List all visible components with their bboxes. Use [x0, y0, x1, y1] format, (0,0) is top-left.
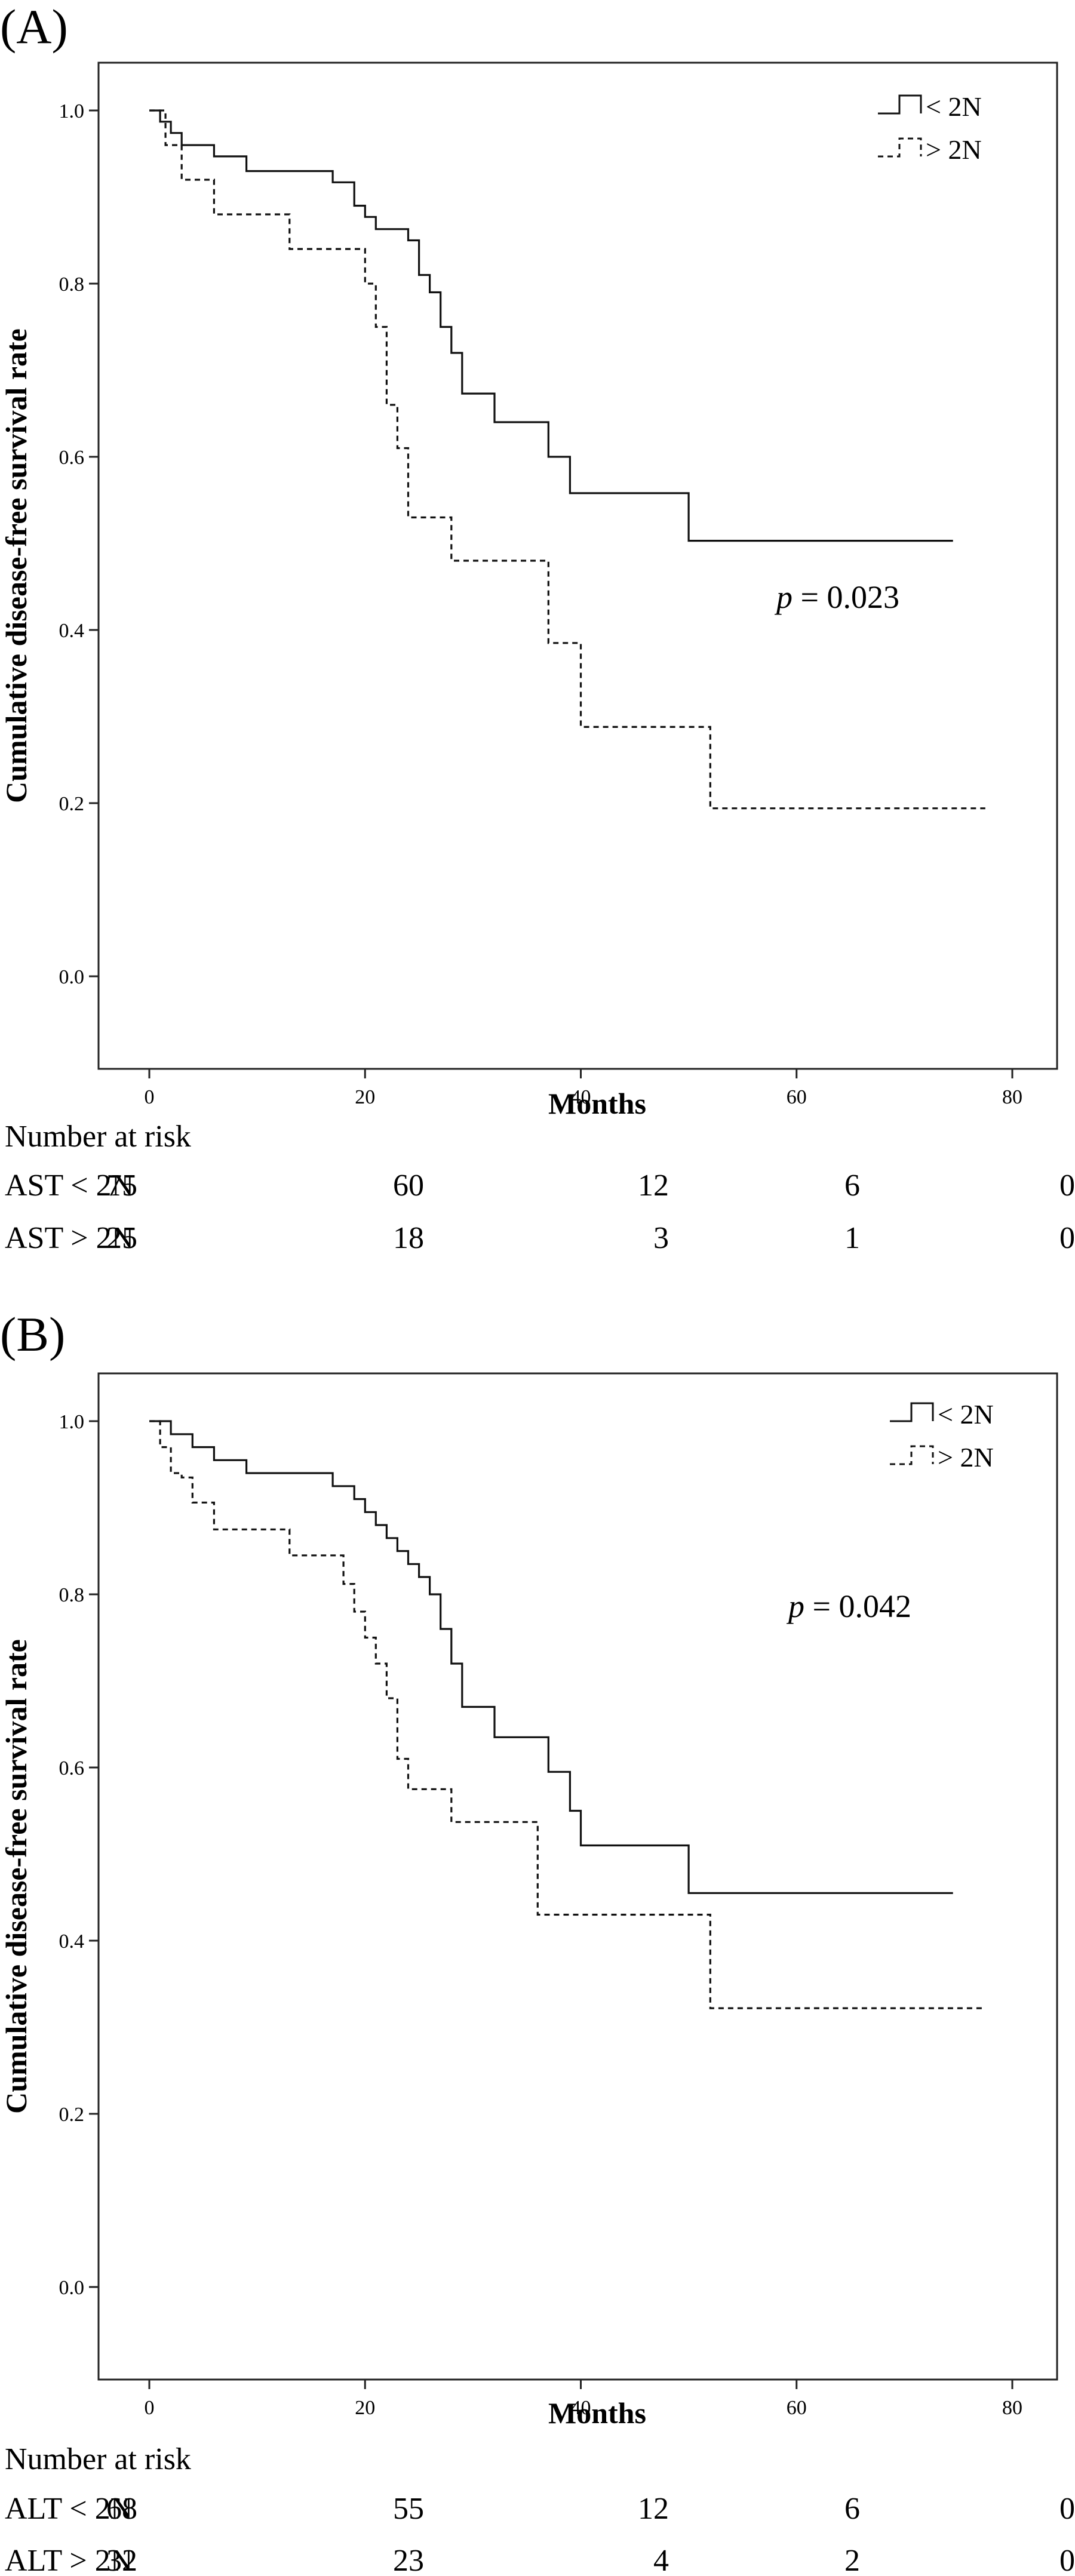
- plot-frame: [97, 1372, 1058, 2381]
- risk-count: 12: [638, 2492, 669, 2526]
- risk-table-title: Number at risk: [5, 1120, 191, 1154]
- y-tick-label: 0.6: [59, 1757, 85, 1779]
- y-tick-label: 0.2: [59, 2104, 85, 2126]
- risk-count: 3: [653, 1221, 669, 1255]
- risk-count: 55: [393, 2492, 424, 2526]
- x-tick-label: 40: [571, 2397, 591, 2419]
- risk-table-title: Number at risk: [5, 2442, 191, 2476]
- risk-count: 6: [844, 1169, 860, 1203]
- risk-count: 60: [393, 1169, 424, 1203]
- risk-row-label: AST > 2N: [5, 1221, 134, 1255]
- risk-count: 32: [106, 2544, 137, 2576]
- km-panel-a: (A)0.00.20.40.60.81.00 20 40 60 80MonthsCumu…: [0, 0, 1075, 1255]
- risk-row-label: ALT > 2N: [5, 2544, 133, 2576]
- risk-count: 6: [844, 2492, 860, 2526]
- series-line-gt-2n: [149, 1420, 985, 2009]
- p-value-text: = 0.042: [804, 1588, 911, 1624]
- legend-label: > 2N: [926, 134, 982, 165]
- risk-count: 0: [1059, 2492, 1075, 2526]
- series-line-lt-2n: [149, 1420, 953, 1894]
- panel-label: (B): [0, 1307, 65, 1361]
- legend-label: < 2N: [938, 1399, 994, 1430]
- series-line-gt-2n: [149, 109, 985, 810]
- risk-count: 23: [393, 2544, 424, 2576]
- x-axis-title: Months: [548, 2396, 646, 2430]
- x-tick-label: 20: [355, 1086, 375, 1108]
- x-tick-label: 40: [571, 1086, 591, 1108]
- p-symbol: p: [774, 579, 793, 615]
- y-tick-label: 0.0: [59, 966, 85, 988]
- y-tick-label: 0.4: [59, 620, 85, 642]
- x-tick-label: 60: [787, 1086, 807, 1108]
- risk-count: 1: [844, 1221, 860, 1255]
- y-tick-label: 1.0: [59, 1411, 85, 1433]
- legend-swatch: [878, 94, 922, 115]
- risk-count: 68: [106, 2492, 137, 2526]
- risk-count: 0: [1059, 1169, 1075, 1203]
- x-tick-label: 80: [1002, 1086, 1022, 1108]
- x-tick-label: 0: [145, 2397, 155, 2419]
- panel-label: (A): [0, 0, 68, 54]
- y-tick-label: 1.0: [59, 100, 85, 122]
- y-tick-label: 0.0: [59, 2277, 85, 2299]
- p-value-text: = 0.023: [793, 579, 899, 615]
- x-tick-label: 60: [787, 2397, 807, 2419]
- legend-label: < 2N: [926, 91, 982, 122]
- risk-count: 0: [1059, 2544, 1075, 2576]
- risk-count: 75: [106, 1169, 137, 1203]
- y-axis-title: Cumulative disease-free survival rate: [0, 1639, 33, 2114]
- x-tick-label: 0: [145, 1086, 155, 1108]
- y-tick-label: 0.2: [59, 793, 85, 815]
- p-value-annotation: p = 0.023: [774, 579, 899, 615]
- y-axis-title: Cumulative disease-free survival rate: [0, 328, 33, 803]
- x-axis-title: Months: [548, 1087, 646, 1120]
- y-tick-label: 0.6: [59, 447, 85, 469]
- x-tick-label: 80: [1002, 2397, 1022, 2419]
- risk-count: 12: [638, 1169, 669, 1203]
- y-tick-label: 0.8: [59, 273, 85, 296]
- risk-count: 0: [1059, 1221, 1075, 1255]
- x-tick-label: 20: [355, 2397, 375, 2419]
- legend-swatch: [890, 1445, 934, 1465]
- legend-swatch: [890, 1402, 934, 1422]
- y-tick-label: 0.8: [59, 1584, 85, 1606]
- p-value-annotation: p = 0.042: [786, 1588, 911, 1624]
- risk-count: 2: [844, 2544, 860, 2576]
- risk-row-label: ALT < 2N: [5, 2492, 133, 2526]
- risk-count: 18: [393, 1221, 424, 1255]
- legend-swatch: [878, 137, 922, 158]
- plot-frame: [97, 62, 1058, 1070]
- risk-row-label: AST < 2N: [5, 1169, 134, 1203]
- p-symbol: p: [786, 1588, 804, 1624]
- risk-count: 4: [653, 2544, 669, 2576]
- risk-count: 25: [106, 1221, 137, 1255]
- km-panel-b: (B)0.00.20.40.60.81.00 20 40 60 80MonthsCumu…: [0, 1307, 1075, 2576]
- series-line-lt-2n: [149, 109, 953, 542]
- legend-label: > 2N: [938, 1442, 994, 1473]
- y-tick-label: 0.4: [59, 1931, 85, 1953]
